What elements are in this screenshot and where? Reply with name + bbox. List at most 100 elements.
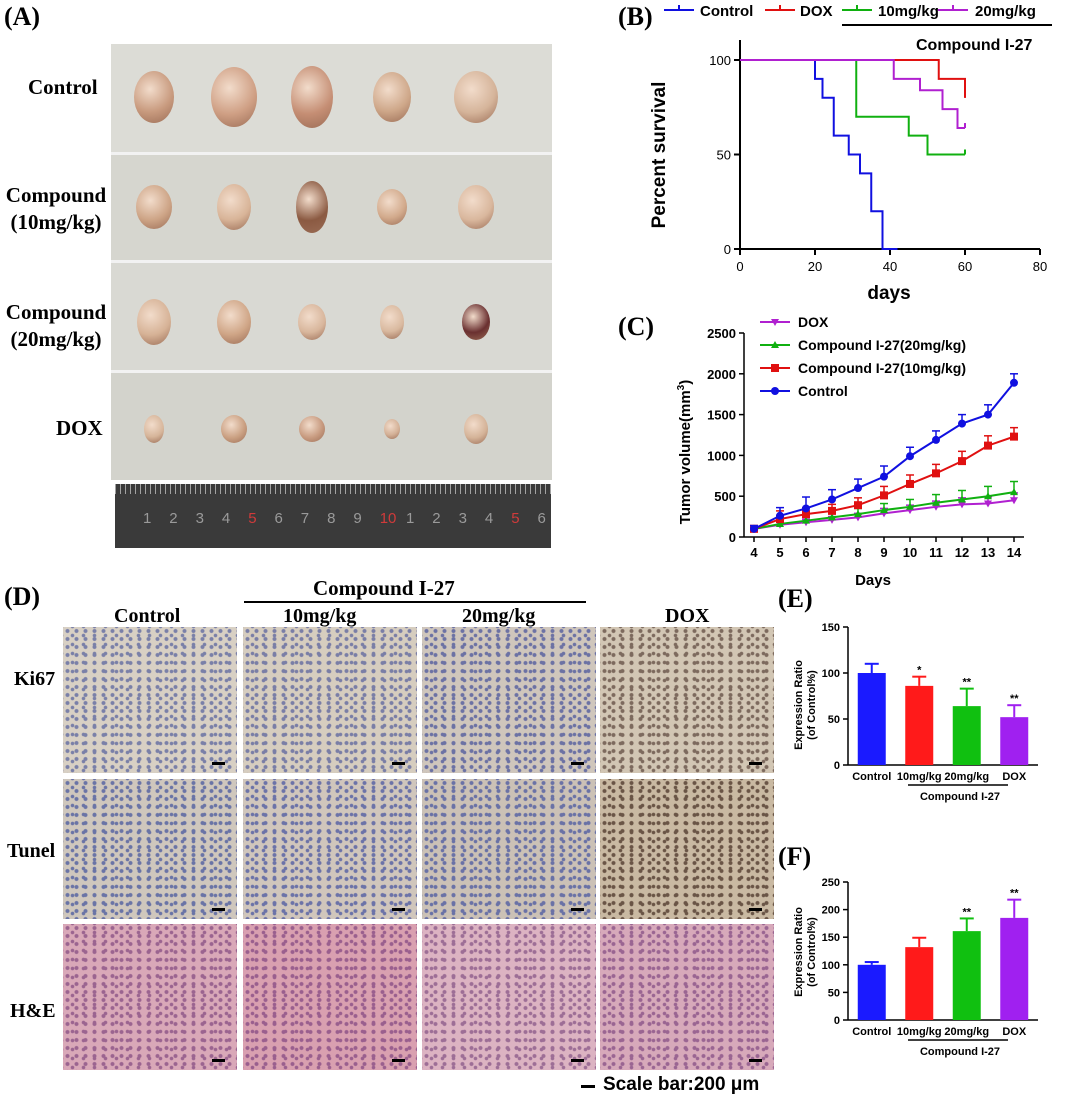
c-x-tick-label: 10	[903, 545, 917, 560]
c-legend-marker	[771, 387, 779, 395]
histology-image	[63, 627, 237, 773]
ruler-number: 3	[195, 510, 204, 527]
c-point-control	[802, 504, 810, 513]
c-point-compound-i-27-10mg-kg-	[984, 441, 992, 450]
c-x-tick-label: 13	[981, 545, 995, 560]
f-y-tick-label: 50	[828, 987, 840, 999]
c-x-tick-label: 6	[802, 545, 809, 560]
c-point-compound-i-27-20mg-kg-	[776, 519, 784, 527]
c-x-tick-label: 11	[929, 545, 943, 560]
c-point-control	[880, 472, 888, 481]
legend-b-group: Compound I-27	[916, 37, 1033, 54]
c-x-tick-label: 5	[776, 545, 783, 560]
ruler-number: 9	[353, 510, 362, 527]
legend-b: Control DOX 10mg/kg 20mg/kg Compound I-2…	[664, 3, 1052, 54]
scale-bar-label: Scale bar:200 μm	[603, 1074, 760, 1095]
c-y-tick-label: 1000	[707, 448, 736, 463]
d-col-control: Control	[114, 605, 181, 627]
d-col-dox: DOX	[665, 605, 710, 627]
ruler-number: 2	[432, 510, 441, 527]
tumor-sample	[464, 414, 488, 444]
e-x-tick-label: Control	[852, 771, 891, 783]
c-point-compound-i-27-10mg-kg-	[828, 506, 836, 515]
f-x-tick-label: Control	[852, 1026, 891, 1038]
d-col-20: 20mg/kg	[462, 605, 536, 627]
tumor-sample	[221, 415, 247, 443]
ruler-number: 5	[511, 510, 520, 527]
survival-chart: Control DOX 10mg/kg 20mg/kg Compound I-2…	[649, 3, 1052, 304]
e-bar-dox	[1000, 717, 1029, 765]
ruler-number: 6	[537, 510, 546, 527]
legend-b-20: 20mg/kg	[975, 3, 1036, 20]
legend-b-10: 10mg/kg	[878, 3, 939, 20]
c-point-dox	[984, 500, 992, 508]
scale-bar-mark	[392, 908, 405, 911]
b-series-10mg-kg	[740, 59, 965, 156]
ruler-number: 4	[221, 510, 231, 527]
tumor-sample	[137, 299, 171, 345]
c-point-compound-i-27-20mg-kg-	[958, 495, 966, 503]
f-x-tick-label: DOX	[1002, 1026, 1027, 1038]
tumor-sample	[373, 72, 411, 122]
e-x-tick-label: DOX	[1002, 771, 1027, 783]
d-group-label: Compound I-27	[313, 576, 455, 600]
scale-bar-mark	[392, 1059, 405, 1062]
d-row-he: H&E	[10, 1000, 56, 1022]
e-bar-control	[857, 673, 886, 765]
scale-bar-mark	[571, 908, 584, 911]
ruler-number: 1	[143, 510, 152, 527]
tumor-sample	[299, 416, 325, 442]
tumor-volume-chart: 4 5 6 7 8 9 10 11 12 13 14 0 500 1000 1500 2000 2500 DOX C…	[676, 314, 1024, 589]
scale-bar-mark	[212, 762, 225, 765]
c-legend-label: DOX	[798, 314, 829, 330]
e-y-tick-label: 100	[822, 668, 840, 680]
e-ylabel2: (of Control%)	[806, 670, 818, 740]
e-bar-20mg-kg	[952, 706, 981, 765]
tumor-sample	[454, 71, 498, 123]
panel-c-letter: (C)	[618, 312, 655, 341]
e-x-tick-label: 10mg/kg	[897, 771, 942, 783]
e-significance: **	[962, 677, 971, 689]
c-x-tick-label: 7	[828, 545, 835, 560]
c-x-tick-label: 12	[955, 545, 969, 560]
legend-b-control: Control	[700, 3, 753, 20]
c-point-control	[932, 435, 940, 444]
scale-bar-line	[581, 1085, 595, 1088]
c-y-tick-label: 2500	[707, 326, 736, 341]
ruler-number: 6	[274, 510, 283, 527]
f-y-tick-label: 150	[822, 932, 840, 944]
f-x-tick-label: 10mg/kg	[897, 1026, 942, 1038]
tumor-sample	[217, 300, 251, 344]
d-row-tunel: Tunel	[7, 840, 56, 862]
c-legend-marker	[771, 364, 779, 372]
c-point-compound-i-27-10mg-kg-	[854, 501, 862, 510]
c-point-compound-i-27-10mg-kg-	[880, 491, 888, 500]
scale-bar-mark	[749, 908, 762, 911]
b-x-tick-label: 20	[808, 259, 822, 274]
c-x-tick-label: 14	[1007, 545, 1022, 560]
c-point-compound-i-27-10mg-kg-	[1010, 432, 1018, 441]
scale-bar-mark	[571, 762, 584, 765]
c-point-control	[958, 419, 966, 428]
c-point-compound-i-27-10mg-kg-	[906, 479, 914, 488]
scale-bar-mark	[212, 908, 225, 911]
f-bar-20mg-kg	[952, 931, 981, 1020]
f-significance: **	[962, 906, 971, 918]
c-legend-label: Control	[798, 383, 848, 399]
tumor-sample	[377, 189, 407, 225]
tumor-sample	[384, 419, 400, 439]
f-bar-dox	[1000, 917, 1029, 1020]
b-x-tick-label: 0	[736, 259, 743, 274]
scale-bar-mark	[749, 1059, 762, 1062]
scale-bar-mark	[212, 1059, 225, 1062]
c-y-tick-label: 2000	[707, 367, 736, 382]
histology-image	[243, 779, 417, 919]
c-point-control	[1010, 378, 1018, 387]
e-ylabel1: Expression Ratio	[793, 660, 805, 750]
c-point-control	[854, 484, 862, 493]
row-label-dox: DOX	[56, 416, 103, 440]
f-group-label: Compound I-27	[920, 1046, 1000, 1058]
e-y-tick-label: 0	[834, 760, 840, 772]
c-point-compound-i-27-20mg-kg-	[932, 498, 940, 506]
row-label-control: Control	[28, 75, 98, 99]
